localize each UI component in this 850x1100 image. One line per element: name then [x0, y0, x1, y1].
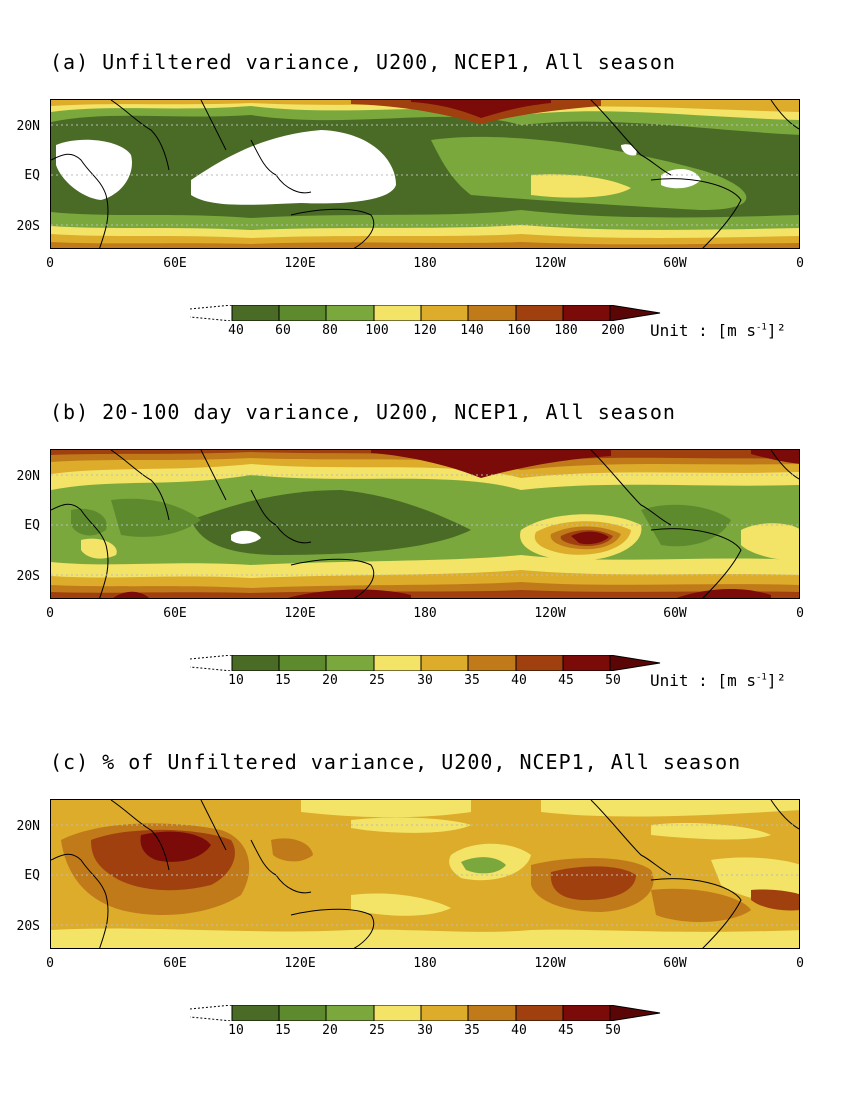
panel-c-lon-120e: 120E — [284, 956, 316, 971]
panel-b-lat-eq: EQ — [24, 518, 40, 533]
panel-b-cb-label: 20 — [322, 673, 338, 688]
panel-b-cb-label: 15 — [275, 673, 291, 688]
panel-a-colorbar — [190, 305, 661, 321]
panel-c-cb-label: 40 — [511, 1023, 527, 1038]
panel-a-lat-eq: EQ — [24, 168, 40, 183]
panel-a-lon-60w: 60W — [663, 256, 687, 271]
panel-a-lon-120w: 120W — [534, 256, 566, 271]
panel-b-cb-label: 45 — [558, 673, 574, 688]
panel-a-cb-label: 180 — [554, 323, 578, 338]
panel-c-map — [50, 799, 800, 949]
panel-a-unit: Unit : [m s-1]² — [650, 321, 787, 340]
panel-b-map — [50, 449, 800, 599]
panel-a-lon-60e: 60E — [163, 256, 187, 271]
panel-a-cb-label: 120 — [413, 323, 437, 338]
panel-a-lon-180: 180 — [413, 256, 437, 271]
panel-b-lon-60w: 60W — [663, 606, 687, 621]
panel-c-lon-0-right: 0 — [796, 956, 804, 971]
panel-b-lat-20s: 20S — [16, 569, 40, 584]
panel-c-colorbar — [190, 1005, 661, 1021]
panel-a-cb-label: 40 — [228, 323, 244, 338]
panel-a-lon-0-right: 0 — [796, 256, 804, 271]
panel-a-cb-label: 100 — [365, 323, 389, 338]
panel-b-lon-60e: 60E — [163, 606, 187, 621]
panel-b-cb-label: 50 — [605, 673, 621, 688]
panel-c-lat-eq: EQ — [24, 868, 40, 883]
panel-b-cb-label: 35 — [464, 673, 480, 688]
panel-c-lon-0: 0 — [46, 956, 54, 971]
panel-b-cb-label: 30 — [417, 673, 433, 688]
panel-b-lon-120e: 120E — [284, 606, 316, 621]
panel-b-cb-label: 25 — [369, 673, 385, 688]
panel-a-lon-120e: 120E — [284, 256, 316, 271]
panel-b-lon-0-right: 0 — [796, 606, 804, 621]
panel-b-cb-label: 40 — [511, 673, 527, 688]
panel-b-colorbar — [190, 655, 661, 671]
panel-a-lat-20s: 20S — [16, 219, 40, 234]
panel-c-lon-120w: 120W — [534, 956, 566, 971]
panel-c-title: (c) % of Unfiltered variance, U200, NCEP… — [50, 750, 742, 774]
panel-c-cb-label: 35 — [464, 1023, 480, 1038]
panel-a-map — [50, 99, 800, 249]
panel-a-cb-label: 200 — [601, 323, 625, 338]
panel-a-title: (a) Unfiltered variance, U200, NCEP1, Al… — [50, 50, 676, 74]
panel-c-lat-20n: 20N — [16, 819, 40, 834]
panel-c-cb-label: 20 — [322, 1023, 338, 1038]
panel-b-lon-120w: 120W — [534, 606, 566, 621]
panel-a-lon-0: 0 — [46, 256, 54, 271]
panel-c-lon-60w: 60W — [663, 956, 687, 971]
panel-a-cb-label: 140 — [460, 323, 484, 338]
panel-a-cb-label: 80 — [322, 323, 338, 338]
panel-a-cb-label: 60 — [275, 323, 291, 338]
panel-c-cb-label: 45 — [558, 1023, 574, 1038]
panel-c-cb-label: 10 — [228, 1023, 244, 1038]
panel-c-lon-180: 180 — [413, 956, 437, 971]
panel-c-lat-20s: 20S — [16, 919, 40, 934]
panel-b-unit: Unit : [m s-1]² — [650, 671, 787, 690]
panel-b-title: (b) 20-100 day variance, U200, NCEP1, Al… — [50, 400, 676, 424]
panel-b-lon-0: 0 — [46, 606, 54, 621]
panel-c-lon-60e: 60E — [163, 956, 187, 971]
panel-b-lon-180: 180 — [413, 606, 437, 621]
panel-a-cb-label: 160 — [507, 323, 531, 338]
panel-c-cb-label: 25 — [369, 1023, 385, 1038]
panel-c-cb-label: 30 — [417, 1023, 433, 1038]
panel-a-lat-20n: 20N — [16, 119, 40, 134]
panel-b-cb-label: 10 — [228, 673, 244, 688]
panel-b-lat-20n: 20N — [16, 469, 40, 484]
panel-c-cb-label: 15 — [275, 1023, 291, 1038]
panel-c-cb-label: 50 — [605, 1023, 621, 1038]
